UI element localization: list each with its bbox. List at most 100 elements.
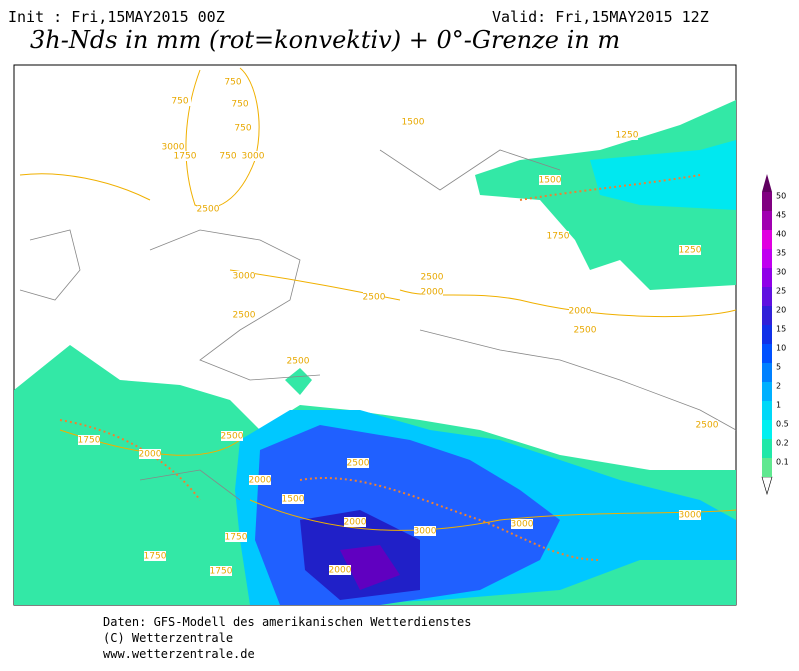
contour-label-bg — [679, 510, 701, 520]
legend-swatch — [762, 458, 772, 477]
legend-swatch — [762, 192, 772, 211]
contour-label: 3000 — [162, 143, 185, 153]
contour-label-bg — [347, 458, 369, 468]
contour-label: 2500 — [347, 459, 370, 469]
contour-label-bg — [139, 449, 161, 459]
coastline — [19, 149, 737, 501]
contour-label-bg — [569, 306, 591, 316]
contour-label-bg — [547, 231, 569, 241]
contour-label: 3000 — [511, 520, 534, 530]
contour-label: 3000 — [414, 527, 437, 537]
legend-label: 40 — [776, 230, 786, 239]
map-title: 3h-Nds in mm (rot=konvektiv) + 0°-Grenze… — [30, 26, 620, 54]
legend-swatch — [762, 230, 772, 249]
contour-label-bg — [225, 532, 247, 542]
legend-swatch — [762, 306, 772, 325]
contour-label-bg — [249, 475, 271, 485]
contour-label: 750 — [219, 152, 236, 162]
contour-label-bg — [222, 77, 244, 87]
contour-label-bg — [344, 517, 366, 527]
contour-label: 750 — [234, 124, 251, 134]
legend-swatch — [762, 439, 772, 458]
precip-area — [590, 140, 736, 210]
legend-label: 10 — [776, 344, 786, 353]
contour-label-bg — [421, 272, 443, 282]
contour-label: 2500 — [221, 432, 244, 442]
contour-label: 750 — [224, 78, 241, 88]
contour-label: 1250 — [679, 246, 702, 256]
contour-label: 2000 — [139, 450, 162, 460]
legend-swatch — [762, 420, 772, 439]
legend-label: 2 — [776, 382, 781, 391]
footer-line: (C) Wetterzentrale — [103, 631, 233, 645]
contour-label-bg — [511, 519, 533, 529]
legend-arrow-bottom — [761, 476, 773, 496]
contour-label: 1500 — [282, 495, 305, 505]
contour-label-bg — [78, 435, 100, 445]
legend-swatch — [762, 344, 772, 363]
legend-label: 1 — [776, 401, 781, 410]
contour-label: 2000 — [421, 288, 444, 298]
contour-label: 3000 — [233, 272, 256, 282]
contour-label-bg — [574, 325, 596, 335]
contour-label: 2000 — [329, 566, 352, 576]
contour-label: 1750 — [78, 436, 101, 446]
contour-label: 2000 — [569, 307, 592, 317]
contour-label: 2500 — [574, 326, 597, 336]
legend-swatch — [762, 382, 772, 401]
contour-label: 1750 — [547, 232, 570, 242]
contour-label-bg — [162, 142, 184, 152]
contour-label: 1500 — [402, 118, 425, 128]
contour-label-bg — [363, 292, 385, 302]
contour-label: 1250 — [616, 131, 639, 141]
contour-label: 2500 — [233, 311, 256, 321]
freezing-level-contour — [19, 67, 737, 531]
contour-label: 1500 — [539, 176, 562, 186]
contour-label-bg — [287, 356, 309, 366]
convective-contour — [59, 174, 701, 561]
contour-label: 3000 — [242, 152, 265, 162]
contour-label: 1750 — [174, 152, 197, 162]
contour-label-bg — [679, 245, 701, 255]
contour-label-bg — [282, 494, 304, 504]
legend-label: 20 — [776, 306, 786, 315]
contour-label-bg — [242, 151, 264, 161]
footer-line: www.wetterzentrale.de — [103, 647, 255, 661]
contour-label-bg — [229, 99, 251, 109]
contour-label: 1750 — [144, 552, 167, 562]
init-time: Init : Fri,15MAY2015 00Z — [8, 8, 225, 26]
contour-label-bg — [696, 420, 718, 430]
precip-area — [285, 368, 312, 395]
legend-label: 35 — [776, 249, 786, 258]
contour-label-bg — [174, 151, 196, 161]
legend-swatch — [762, 287, 772, 306]
valid-time: Valid: Fri,15MAY2015 12Z — [492, 8, 709, 26]
legend-label: 0.1 — [776, 458, 789, 467]
contour-label: 750 — [231, 100, 248, 110]
contour-label-bg — [169, 96, 191, 106]
legend-label: 30 — [776, 268, 786, 277]
contour-label-bg — [233, 310, 255, 320]
legend-swatch — [762, 325, 772, 344]
footer-line: Daten: GFS-Modell des amerikanischen Wet… — [103, 615, 471, 629]
contour-label-bg — [616, 130, 638, 140]
contour-label-bg — [232, 123, 254, 133]
legend-label: 25 — [776, 287, 786, 296]
contour-label: 2500 — [696, 421, 719, 431]
contour-label-bg — [421, 287, 443, 297]
contour-label-bg — [197, 204, 219, 214]
contour-label-bg — [221, 431, 243, 441]
contour-label-bg — [144, 551, 166, 561]
contour-label: 2500 — [197, 205, 220, 215]
contour-label: 1750 — [210, 567, 233, 577]
legend-label: 0.5 — [776, 420, 789, 429]
contour-label: 2000 — [249, 476, 272, 486]
legend-label: 15 — [776, 325, 786, 334]
legend-swatch — [762, 268, 772, 287]
precip-area — [340, 545, 400, 590]
contour-label: 2000 — [344, 518, 367, 528]
contour-label-bg — [217, 151, 239, 161]
legend-label: 5 — [776, 363, 781, 372]
